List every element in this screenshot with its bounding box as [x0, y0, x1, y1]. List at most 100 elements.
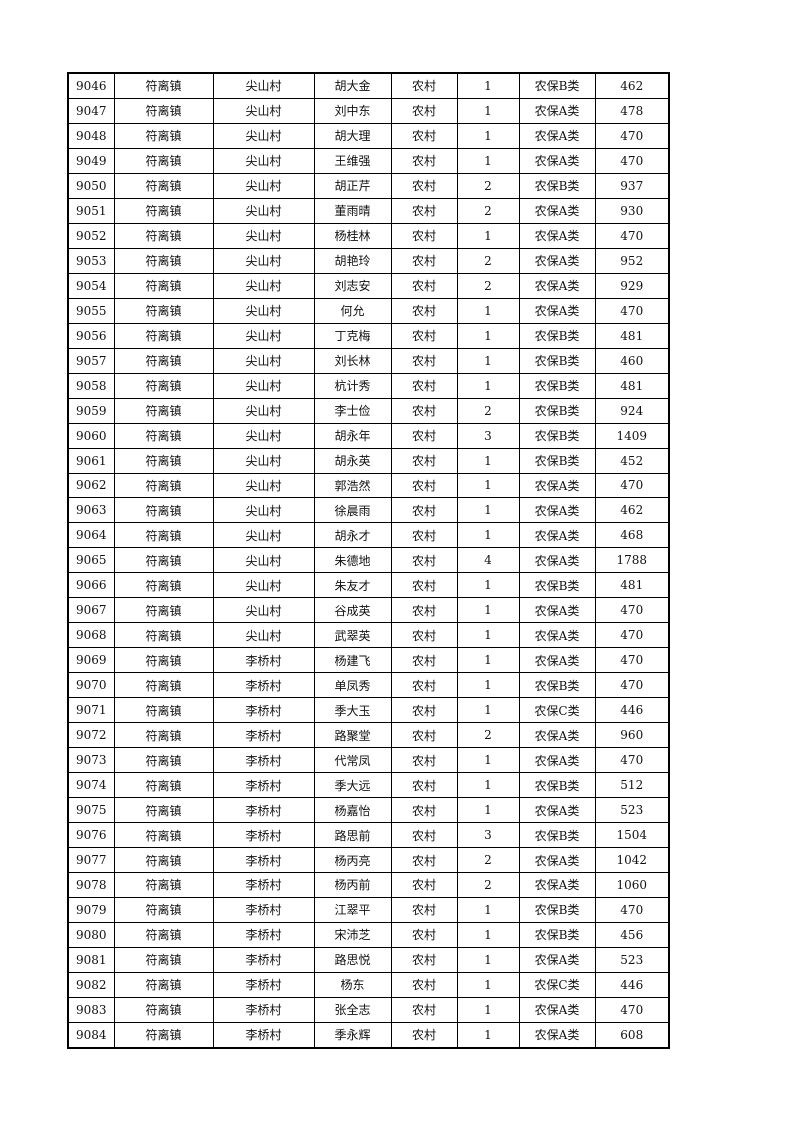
- amount-cell: 470: [594, 597, 670, 624]
- type-cell: 农村: [390, 397, 458, 424]
- village-cell: 李桥村: [212, 1021, 315, 1049]
- amount-cell: 481: [594, 572, 670, 599]
- amount-cell: 470: [594, 996, 670, 1023]
- town-cell: 符离镇: [113, 97, 214, 124]
- village-cell: 尖山村: [212, 297, 315, 324]
- town-cell: 符离镇: [113, 946, 214, 973]
- name-cell: 季大远: [313, 772, 392, 799]
- table-row: 9055 符离镇 尖山村 何允 农村 1 农保A类 470: [67, 297, 670, 324]
- town-cell: 符离镇: [113, 822, 214, 849]
- insurance-category-cell: 农保A类: [518, 847, 596, 873]
- amount-cell: 470: [594, 622, 670, 649]
- household-count-cell: 2: [456, 172, 520, 199]
- table-row: 9048 符离镇 尖山村 胡大理 农村 1 农保A类 470: [67, 122, 670, 149]
- row-number: 9065: [67, 547, 115, 574]
- table-row: 9050 符离镇 尖山村 胡正芹 农村 2 农保B类 937: [67, 172, 670, 199]
- name-cell: 季大玉: [313, 697, 392, 724]
- table-row: 9066 符离镇 尖山村 朱友才 农村 1 农保B类 481: [67, 572, 670, 599]
- household-count-cell: 1: [456, 971, 520, 998]
- type-cell: 农村: [390, 946, 458, 973]
- amount-cell: 460: [594, 347, 670, 374]
- name-cell: 杨东: [313, 971, 392, 998]
- type-cell: 农村: [390, 297, 458, 324]
- records-table: 9046 符离镇 尖山村 胡大金 农村 1 农保B类 462 9047 符离镇 尖山村 刘中东 农村 1 农…: [67, 72, 670, 1049]
- row-number: 9069: [67, 647, 115, 674]
- type-cell: 农村: [390, 372, 458, 399]
- table-row: 9046 符离镇 尖山村 胡大金 农村 1 农保B类 462: [67, 72, 670, 99]
- type-cell: 农村: [390, 921, 458, 948]
- amount-cell: 446: [594, 971, 670, 998]
- row-number: 9062: [67, 472, 115, 499]
- name-cell: 胡大理: [313, 122, 392, 149]
- name-cell: 谷成英: [313, 597, 392, 624]
- table-row: 9072 符离镇 李桥村 路聚堂 农村 2 农保A类 960: [67, 722, 670, 749]
- amount-cell: 470: [594, 896, 670, 923]
- name-cell: 郭浩然: [313, 472, 392, 499]
- household-count-cell: 1: [456, 497, 520, 524]
- row-number: 9054: [67, 272, 115, 299]
- row-number: 9056: [67, 322, 115, 349]
- village-cell: 李桥村: [212, 921, 315, 948]
- amount-cell: 924: [594, 397, 670, 424]
- amount-cell: 470: [594, 672, 670, 699]
- town-cell: 符离镇: [113, 896, 214, 923]
- village-cell: 尖山村: [212, 372, 315, 399]
- row-number: 9070: [67, 672, 115, 699]
- insurance-category-cell: 农保B类: [518, 347, 596, 374]
- table-row: 9049 符离镇 尖山村 王维强 农村 1 农保A类 470: [67, 147, 670, 174]
- name-cell: 王维强: [313, 147, 392, 174]
- household-count-cell: 1: [456, 697, 520, 724]
- household-count-cell: 1: [456, 647, 520, 674]
- amount-cell: 470: [594, 647, 670, 674]
- row-number: 9081: [67, 946, 115, 973]
- village-cell: 尖山村: [212, 497, 315, 524]
- village-cell: 尖山村: [212, 447, 315, 474]
- insurance-category-cell: 农保B类: [518, 422, 596, 449]
- village-cell: 尖山村: [212, 222, 315, 249]
- name-cell: 胡永英: [313, 447, 392, 474]
- insurance-category-cell: 农保A类: [518, 297, 596, 324]
- row-number: 9058: [67, 372, 115, 399]
- type-cell: 农村: [390, 322, 458, 349]
- insurance-category-cell: 农保B类: [518, 672, 596, 699]
- household-count-cell: 1: [456, 672, 520, 699]
- name-cell: 宋沛芝: [313, 921, 392, 948]
- insurance-category-cell: 农保B类: [518, 397, 596, 424]
- amount-cell: 470: [594, 222, 670, 249]
- name-cell: 杨建飞: [313, 647, 392, 674]
- town-cell: 符离镇: [113, 222, 214, 249]
- household-count-cell: 2: [456, 872, 520, 898]
- type-cell: 农村: [390, 622, 458, 649]
- amount-cell: 470: [594, 747, 670, 774]
- name-cell: 朱德地: [313, 547, 392, 574]
- row-number: 9061: [67, 447, 115, 474]
- row-number: 9079: [67, 896, 115, 923]
- insurance-category-cell: 农保A类: [518, 147, 596, 174]
- type-cell: 农村: [390, 547, 458, 574]
- insurance-category-cell: 农保B类: [518, 572, 596, 599]
- village-cell: 尖山村: [212, 347, 315, 374]
- name-cell: 胡永才: [313, 522, 392, 549]
- village-cell: 李桥村: [212, 672, 315, 699]
- amount-cell: 456: [594, 921, 670, 948]
- row-number: 9063: [67, 497, 115, 524]
- amount-cell: 481: [594, 322, 670, 349]
- name-cell: 武翠英: [313, 622, 392, 649]
- table-row: 9077 符离镇 李桥村 杨丙亮 农村 2 农保A类 1042: [67, 847, 670, 873]
- amount-cell: 960: [594, 722, 670, 749]
- amount-cell: 512: [594, 772, 670, 799]
- type-cell: 农村: [390, 797, 458, 824]
- household-count-cell: 2: [456, 397, 520, 424]
- table-row: 9060 符离镇 尖山村 胡永年 农村 3 农保B类 1409: [67, 422, 670, 449]
- name-cell: 胡永年: [313, 422, 392, 449]
- type-cell: 农村: [390, 497, 458, 524]
- village-cell: 尖山村: [212, 547, 315, 574]
- row-number: 9071: [67, 697, 115, 724]
- name-cell: 何允: [313, 297, 392, 324]
- name-cell: 杨桂林: [313, 222, 392, 249]
- amount-cell: 929: [594, 272, 670, 299]
- amount-cell: 452: [594, 447, 670, 474]
- town-cell: 符离镇: [113, 971, 214, 998]
- row-number: 9083: [67, 996, 115, 1023]
- village-cell: 李桥村: [212, 996, 315, 1023]
